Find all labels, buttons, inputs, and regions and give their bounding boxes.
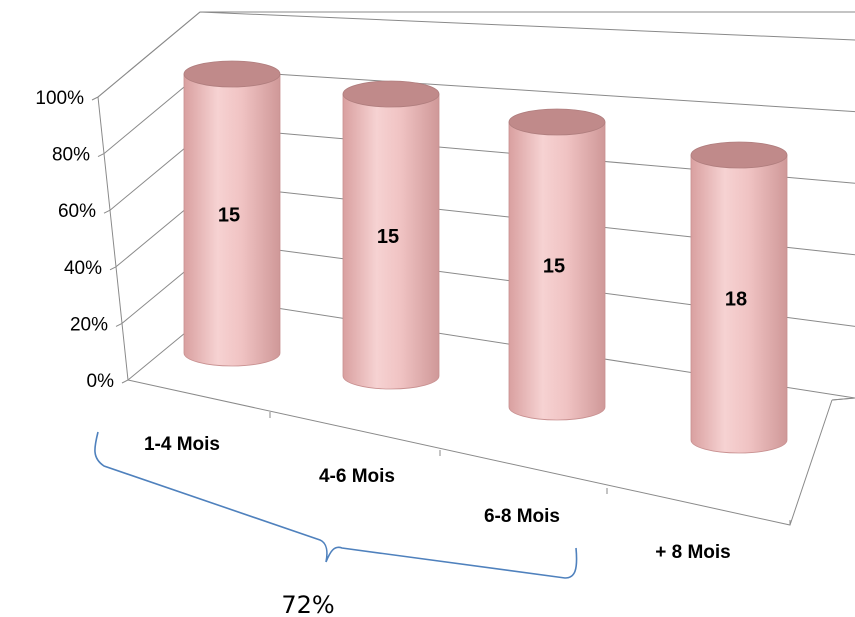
y-tick-label: 80% [52, 145, 90, 166]
data-label: 15 [377, 226, 399, 248]
bar: 18 [690, 141, 788, 454]
bracket-annotation: 72% [94, 431, 578, 617]
bar-top [508, 108, 606, 136]
bracket [94, 431, 578, 579]
x-category-label: + 8 Mois [655, 542, 731, 563]
y-tick-label: 100% [35, 88, 84, 109]
tick-mark [97, 153, 105, 158]
bar-body [690, 154, 788, 454]
tick-mark [103, 209, 111, 214]
tick-mark [121, 379, 129, 384]
y-tick-label: 40% [64, 258, 102, 279]
bar-body [342, 93, 440, 390]
gridline [97, 11, 855, 98]
data-label: 15 [543, 256, 565, 278]
y-tick-label: 20% [70, 314, 108, 335]
bars: 15 15 15 18 [183, 60, 788, 454]
tick-mark [91, 96, 99, 101]
x-axis-categories: 1-4 Mois 4-6 Mois 6-8 Mois + 8 Mois [144, 412, 731, 563]
tick-mark [115, 322, 123, 327]
x-category-label: 6-8 Mois [484, 506, 560, 527]
bar-top [183, 60, 281, 88]
x-category-label: 4-6 Mois [319, 466, 395, 487]
bar: 15 [342, 80, 440, 390]
y-tick-label: 0% [87, 371, 115, 392]
bar: 15 [508, 108, 606, 421]
tick-mark [109, 266, 117, 271]
bar: 15 [183, 60, 281, 367]
bar-top [690, 141, 788, 169]
y-tick-label: 60% [58, 201, 96, 222]
bar-body [508, 121, 606, 421]
floor-edge [831, 397, 855, 401]
bar-top [342, 80, 440, 108]
data-label: 15 [218, 205, 240, 227]
bracket-label: 72% [281, 591, 334, 617]
y-axis-line [97, 96, 129, 381]
x-category-label: 1-4 Mois [144, 434, 220, 455]
data-label: 18 [725, 289, 747, 311]
bar-body [183, 73, 281, 367]
